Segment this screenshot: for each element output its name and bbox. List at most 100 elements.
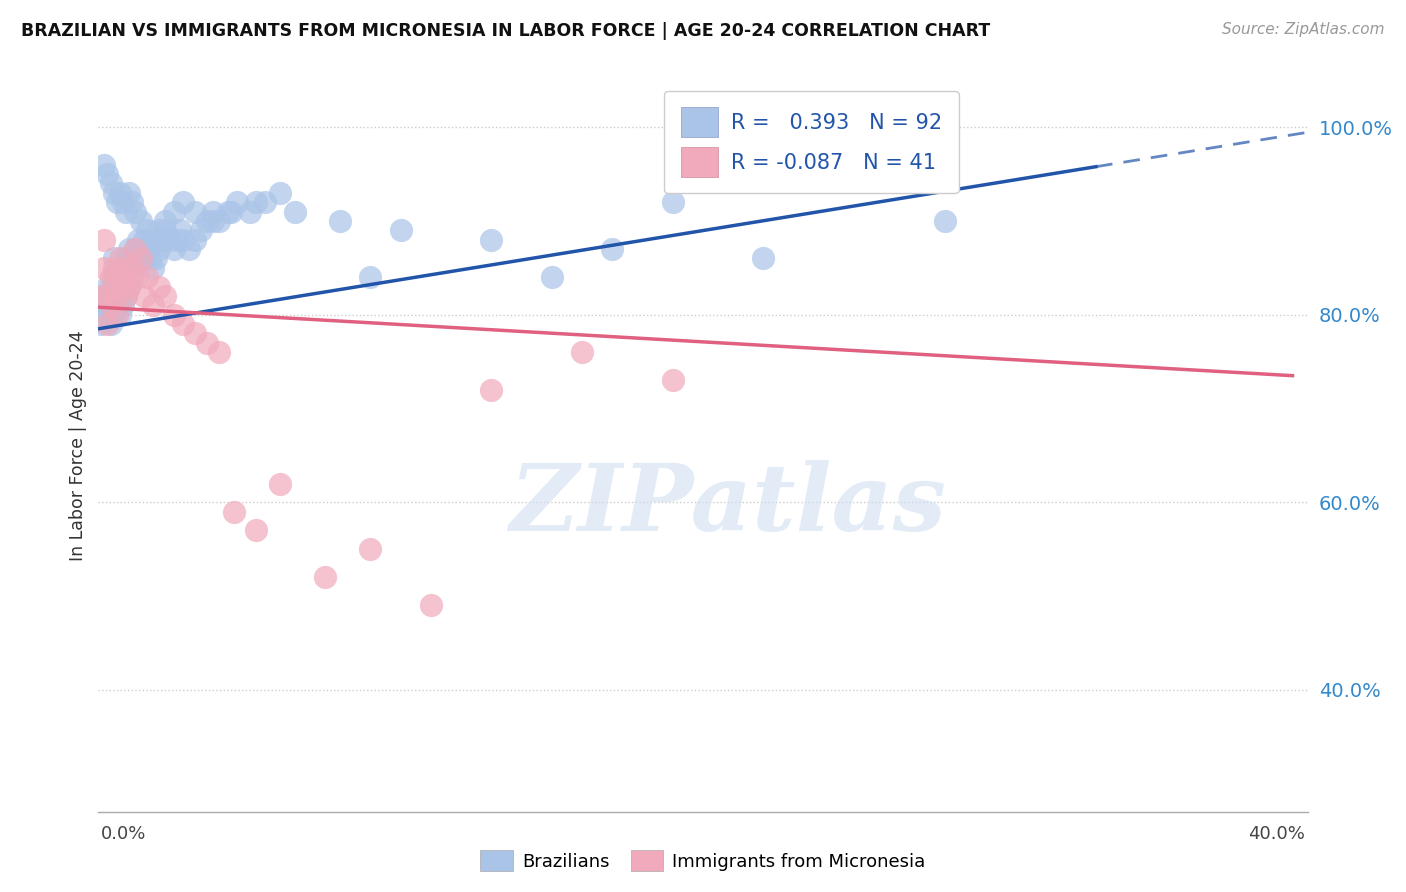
Point — [132, 252, 155, 266]
Point — [481, 233, 503, 247]
Point — [184, 204, 207, 219]
Point — [172, 233, 194, 247]
Text: 40.0%: 40.0% — [1249, 825, 1305, 843]
Point — [114, 289, 136, 303]
Point — [96, 289, 118, 303]
Point — [93, 260, 115, 275]
Point — [108, 289, 131, 303]
Point — [114, 289, 136, 303]
Point — [142, 233, 165, 247]
Point — [124, 204, 146, 219]
Point — [121, 195, 143, 210]
Point — [118, 242, 141, 256]
Point — [100, 317, 122, 331]
Point — [662, 195, 685, 210]
Point — [93, 233, 115, 247]
Point — [127, 233, 149, 247]
Point — [103, 308, 125, 322]
Point — [481, 383, 503, 397]
Text: 0.0%: 0.0% — [101, 825, 146, 843]
Point — [360, 270, 382, 285]
Point — [129, 252, 152, 266]
Point — [96, 167, 118, 181]
Point — [127, 252, 149, 266]
Point — [90, 289, 112, 303]
Point — [100, 298, 122, 312]
Point — [934, 214, 956, 228]
Point — [184, 233, 207, 247]
Point — [169, 223, 191, 237]
Point — [153, 289, 176, 303]
Point — [111, 279, 134, 293]
Point — [166, 233, 188, 247]
Legend: R =   0.393   N = 92, R = -0.087   N = 41: R = 0.393 N = 92, R = -0.087 N = 41 — [664, 91, 959, 194]
Point — [571, 345, 593, 359]
Point — [108, 186, 131, 200]
Point — [142, 298, 165, 312]
Point — [208, 214, 231, 228]
Point — [540, 270, 562, 285]
Point — [135, 223, 157, 237]
Point — [96, 317, 118, 331]
Point — [150, 233, 173, 247]
Point — [139, 252, 162, 266]
Point — [132, 233, 155, 247]
Point — [118, 260, 141, 275]
Point — [111, 195, 134, 210]
Point — [111, 279, 134, 293]
Point — [752, 252, 775, 266]
Point — [239, 204, 262, 219]
Point — [114, 252, 136, 266]
Point — [202, 204, 225, 219]
Point — [93, 289, 115, 303]
Point — [108, 308, 131, 322]
Point — [148, 223, 170, 237]
Point — [114, 270, 136, 285]
Point — [221, 204, 243, 219]
Point — [245, 195, 267, 210]
Point — [163, 242, 186, 256]
Point — [100, 270, 122, 285]
Point — [103, 186, 125, 200]
Point — [124, 242, 146, 256]
Point — [96, 298, 118, 312]
Point — [105, 289, 128, 303]
Point — [184, 326, 207, 341]
Point — [103, 260, 125, 275]
Point — [105, 195, 128, 210]
Point — [190, 223, 212, 237]
Point — [108, 270, 131, 285]
Point — [118, 186, 141, 200]
Point — [100, 279, 122, 293]
Point — [163, 204, 186, 219]
Point — [96, 279, 118, 293]
Point — [111, 260, 134, 275]
Point — [100, 177, 122, 191]
Point — [329, 214, 352, 228]
Point — [156, 233, 179, 247]
Point — [226, 195, 249, 210]
Point — [148, 279, 170, 293]
Point — [314, 570, 336, 584]
Point — [269, 476, 291, 491]
Point — [129, 214, 152, 228]
Point — [172, 195, 194, 210]
Point — [93, 298, 115, 312]
Point — [100, 298, 122, 312]
Point — [172, 317, 194, 331]
Point — [105, 298, 128, 312]
Point — [93, 158, 115, 172]
Point — [114, 204, 136, 219]
Point — [284, 204, 307, 219]
Point — [105, 308, 128, 322]
Text: Source: ZipAtlas.com: Source: ZipAtlas.com — [1222, 22, 1385, 37]
Point — [389, 223, 412, 237]
Point — [118, 279, 141, 293]
Point — [245, 524, 267, 538]
Point — [195, 335, 218, 350]
Point — [132, 289, 155, 303]
Point — [111, 298, 134, 312]
Point — [253, 195, 276, 210]
Point — [114, 270, 136, 285]
Point — [90, 317, 112, 331]
